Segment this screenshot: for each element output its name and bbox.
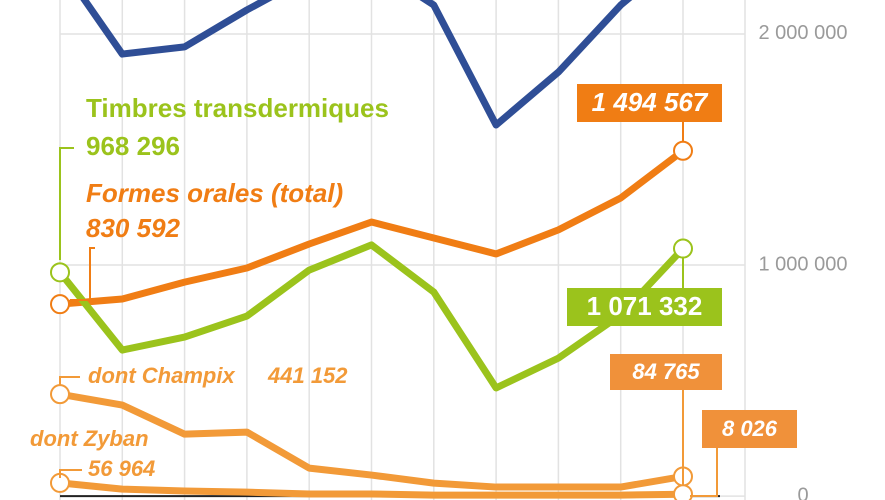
series-line (59, 390, 684, 491)
label-box (567, 288, 722, 326)
series-name: Timbres transdermiques (86, 93, 389, 123)
series-line (59, 147, 686, 308)
point-marker (673, 140, 693, 161)
leader-line (690, 448, 718, 497)
value-label: 56 964 (88, 456, 155, 481)
point-marker (50, 294, 70, 315)
label-box (610, 354, 722, 390)
series-name: Formes orales (total) (86, 178, 343, 208)
series-line (59, 479, 684, 499)
point-marker (50, 262, 70, 283)
leader-line (59, 147, 74, 260)
leader-line (59, 469, 82, 478)
y-tick-label: 0 (797, 484, 808, 500)
value-label: 8 026 (722, 416, 778, 441)
value-label: 830 592 (86, 213, 181, 243)
y-tick-label: 2 000 000 (759, 22, 848, 44)
label-box (577, 84, 722, 122)
series-name: dont Zyban (30, 426, 149, 451)
series-name: dont Champix (88, 363, 235, 388)
leader-line (70, 247, 95, 301)
value-label: 441 152 (267, 363, 348, 388)
point-marker (50, 384, 70, 405)
value-label: 84 765 (632, 359, 700, 384)
value-label: 1 494 567 (592, 87, 709, 117)
value-label: 968 296 (86, 131, 180, 161)
y-tick-label: 1 000 000 (759, 253, 848, 275)
label-box (702, 410, 797, 448)
point-marker (673, 238, 693, 259)
value-label: 1 071 332 (587, 291, 703, 321)
series-line (57, 241, 686, 392)
series-line (80, 0, 633, 129)
leader-line (59, 376, 80, 386)
point-marker (673, 484, 693, 500)
